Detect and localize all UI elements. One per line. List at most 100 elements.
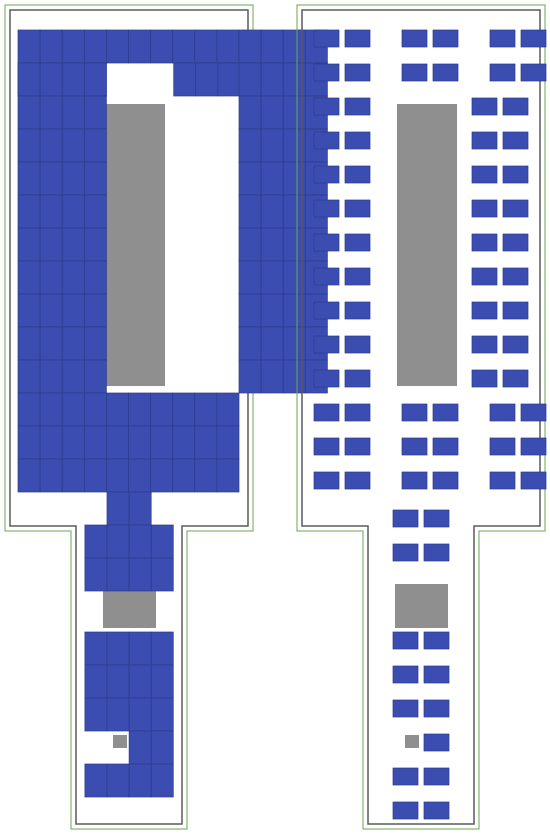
obstruction-hatch [113,735,127,748]
solar-panel [239,327,261,360]
solar-panel [151,525,173,558]
solar-panel [217,30,239,63]
solar-panel [106,426,128,459]
solar-panel [261,162,283,195]
solar-panel [151,731,173,764]
solar-panel [151,393,173,426]
solar-panel [472,166,497,183]
solar-panel [151,632,173,665]
solar-panel [472,132,497,149]
solar-panel [151,665,173,698]
solar-panel [18,393,40,426]
solar-panel [62,426,84,459]
solar-panel [424,544,449,561]
solar-panel [345,64,370,81]
solar-panel [18,327,40,360]
solar-panel [393,768,418,785]
solar-panel [195,459,217,492]
solar-panel [174,63,196,96]
solar-panel [345,438,370,455]
solar-panel [18,96,40,129]
solar-panel [62,360,84,393]
solar-panel [314,200,339,217]
solar-panel [196,63,218,96]
solar-panel [40,294,62,327]
solar-panel [402,30,427,47]
solar-panel [472,302,497,319]
solar-panel [107,558,129,591]
solar-panel [84,393,106,426]
solar-panel [345,98,370,115]
solar-panel [62,294,84,327]
solar-panel [18,63,40,96]
solar-panel [503,166,528,183]
solar-panel [85,665,107,698]
solar-panel [151,459,173,492]
solar-panel [217,426,239,459]
solar-panel [314,30,339,47]
solar-panel [173,426,195,459]
solar-panel [40,327,62,360]
solar-panel [424,666,449,683]
solar-panel [84,195,106,228]
solar-panel [84,261,106,294]
solar-panel [40,129,62,162]
solar-panel [433,404,458,421]
solar-panel [129,665,151,698]
solar-panel [84,129,106,162]
solar-panel [129,632,151,665]
solar-panel [218,63,240,96]
solar-panel [239,63,261,96]
solar-panel [261,63,283,96]
solar-panel [84,327,106,360]
solar-panel [239,294,261,327]
solar-panel [314,166,339,183]
layout-spaced [297,5,546,829]
solar-panel [314,268,339,285]
solar-panel [261,96,283,129]
solar-panel [490,438,515,455]
solar-panel [18,261,40,294]
solar-panel [107,492,129,525]
solar-panel [40,63,62,96]
solar-panel [84,360,106,393]
solar-panel [393,544,418,561]
solar-panel [345,30,370,47]
solar-panel [261,261,283,294]
solar-panel [345,234,370,251]
solar-panel [40,426,62,459]
solar-panel [40,96,62,129]
solar-panel [40,360,62,393]
solar-panel [84,63,106,96]
solar-panel [345,404,370,421]
solar-panel [106,30,128,63]
solar-panel [217,459,239,492]
solar-panel [314,336,339,353]
panel-array [18,30,327,797]
solar-panel [314,132,339,149]
solar-panel [106,459,128,492]
solar-panel [40,459,62,492]
solar-panel [129,393,151,426]
solar-panel [345,166,370,183]
solar-panel [151,764,173,797]
solar-panel [62,393,84,426]
solar-panel [393,700,418,717]
solar-panel [314,234,339,251]
solar-panel [85,764,107,797]
solar-panel [239,228,261,261]
solar-panel [129,525,151,558]
solar-panel [521,404,546,421]
solar-panel [40,393,62,426]
solar-panel [18,360,40,393]
solar-panel [129,492,151,525]
solar-panel [424,632,449,649]
solar-panel [424,734,449,751]
solar-panel [40,162,62,195]
solar-panel [472,336,497,353]
solar-panel [62,228,84,261]
solar-panel [18,459,40,492]
solar-panel [195,426,217,459]
solar-panel [18,30,40,63]
solar-panel [195,393,217,426]
